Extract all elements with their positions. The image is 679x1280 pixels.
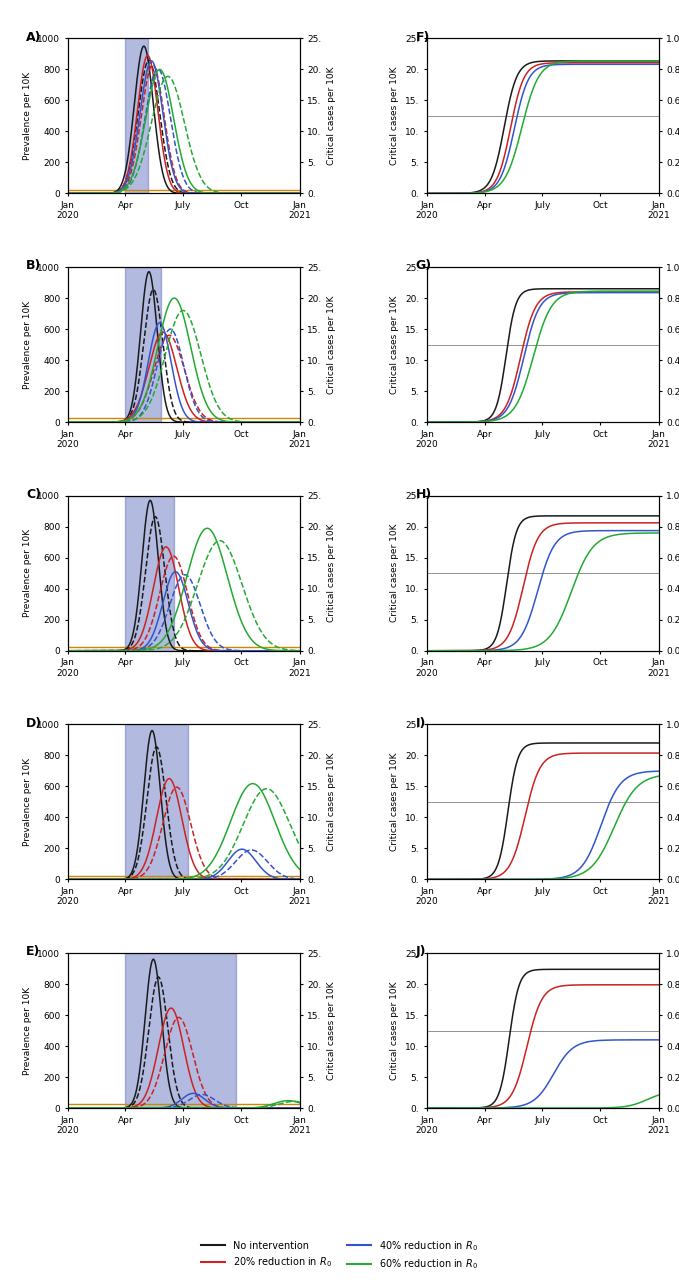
Legend: No intervention, 20% reduction in $R_0$, 40% reduction in $R_0$, 60% reduction i: No intervention, 20% reduction in $R_0$,… <box>198 1235 481 1275</box>
Bar <box>126 495 175 650</box>
Text: A): A) <box>26 31 41 44</box>
Text: C): C) <box>26 488 41 500</box>
Y-axis label: Critical cases per 10K: Critical cases per 10K <box>327 982 336 1080</box>
Text: H): H) <box>416 488 432 500</box>
Y-axis label: Critical cases per 10K: Critical cases per 10K <box>327 67 336 165</box>
Bar <box>126 268 161 422</box>
Y-axis label: Prevalence per 10K: Prevalence per 10K <box>22 529 32 617</box>
Y-axis label: Critical cases per 10K: Critical cases per 10K <box>390 67 399 165</box>
Bar <box>126 724 187 879</box>
Bar <box>126 38 147 193</box>
Y-axis label: Critical cases per 10K: Critical cases per 10K <box>327 524 336 622</box>
Y-axis label: Critical cases per 10K: Critical cases per 10K <box>327 296 336 394</box>
Y-axis label: Critical cases per 10K: Critical cases per 10K <box>390 524 399 622</box>
Bar <box>126 954 236 1108</box>
Text: F): F) <box>416 31 430 44</box>
Text: I): I) <box>416 717 426 730</box>
Text: D): D) <box>26 717 42 730</box>
Text: J): J) <box>416 946 426 959</box>
Text: G): G) <box>416 260 432 273</box>
Y-axis label: Prevalence per 10K: Prevalence per 10K <box>22 758 32 846</box>
Text: B): B) <box>26 260 41 273</box>
Y-axis label: Critical cases per 10K: Critical cases per 10K <box>390 753 399 851</box>
Y-axis label: Prevalence per 10K: Prevalence per 10K <box>22 72 32 160</box>
Y-axis label: Critical cases per 10K: Critical cases per 10K <box>327 753 336 851</box>
Y-axis label: Prevalence per 10K: Prevalence per 10K <box>22 301 32 389</box>
Y-axis label: Prevalence per 10K: Prevalence per 10K <box>22 987 32 1075</box>
Y-axis label: Critical cases per 10K: Critical cases per 10K <box>390 296 399 394</box>
Text: E): E) <box>26 946 41 959</box>
Y-axis label: Critical cases per 10K: Critical cases per 10K <box>390 982 399 1080</box>
